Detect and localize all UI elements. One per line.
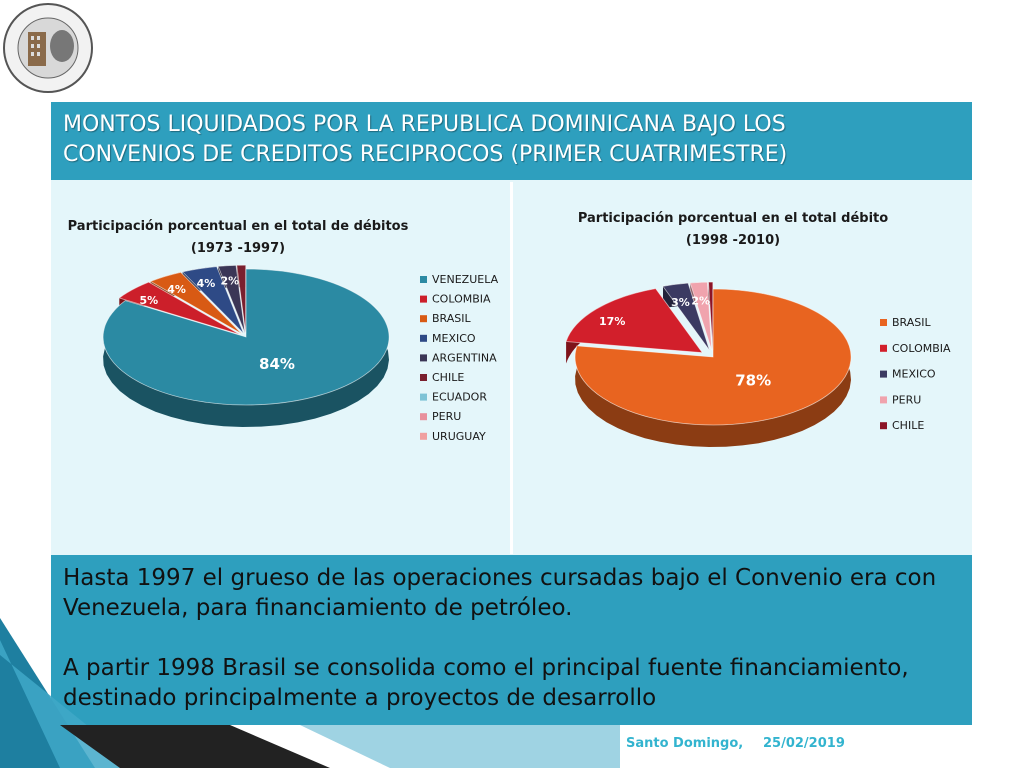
- pie-slices: [102, 264, 390, 427]
- chart-title: Participación porcentual en el total déb…: [578, 211, 888, 226]
- data-label-colombia: 17%: [599, 315, 625, 328]
- chart-title: Participación porcentual en el total de …: [68, 219, 409, 234]
- pie-slice-peru: [689, 281, 713, 351]
- legend-label-chile: CHILE: [432, 371, 464, 384]
- pie-slice-venezuela: [102, 268, 390, 406]
- conclusion-paragraph-1: Hasta 1997 el grueso de las operaciones …: [63, 565, 937, 621]
- data-label-venezuela: 84%: [259, 355, 295, 373]
- central-bank-seal-logo: [3, 3, 93, 93]
- legend-label-brasil: BRASIL: [432, 312, 471, 325]
- chart-divider: [510, 182, 513, 554]
- legend-swatch-peru: [880, 396, 887, 404]
- slide-title-bar: MONTOS LIQUIDADOS POR LA REPUBLICA DOMIN…: [51, 102, 972, 180]
- pie-chart-1998-2010: Participación porcentual en el total déb…: [513, 180, 972, 555]
- legend-swatch-brasil: [880, 319, 887, 326]
- data-label-colombia: 5%: [139, 294, 158, 307]
- pie-chart-right-svg: Participación porcentual en el total déb…: [565, 211, 951, 447]
- legend-label-colombia: COLOMBIA: [432, 293, 491, 306]
- pie-slice-colombia: [118, 281, 241, 335]
- legend-label-ecuador: ECUADOR: [432, 391, 487, 404]
- conclusion-box: Hasta 1997 el grueso de las operaciones …: [51, 555, 972, 725]
- legend-label-mexico: MEXICO: [892, 368, 936, 381]
- legend-swatch-mexico: [420, 334, 427, 342]
- legend-swatch-chile: [420, 374, 427, 381]
- legend-swatch-venezuela: [420, 276, 427, 283]
- legend-label-chile: CHILE: [892, 419, 924, 432]
- chart-subtitle: (1973 -1997): [191, 241, 285, 256]
- pie-slice-chile: [236, 264, 247, 334]
- legend-label-brasil: BRASIL: [892, 316, 931, 329]
- pie-slice-chile: [708, 281, 714, 351]
- conclusion-paragraph-2: A partir 1998 Brasil se consolida como e…: [63, 655, 909, 711]
- legend-swatch-brasil: [420, 315, 427, 323]
- footer-date: 25/02/2019: [763, 736, 845, 751]
- footer-location: Santo Domingo,: [626, 736, 744, 751]
- legend-swatch-ecuador: [420, 393, 427, 401]
- pie-slice-mexico: [662, 282, 710, 351]
- data-label-peru: 2%: [691, 295, 710, 308]
- legend-label-mexico: MEXICO: [432, 332, 476, 345]
- data-label-mexico: 4%: [197, 277, 216, 290]
- pie-chart-left-svg: Participación porcentual en el total de …: [68, 219, 499, 443]
- legend-label-uruguay: URUGUAY: [432, 430, 486, 443]
- legend-label-argentina: ARGENTINA: [432, 351, 497, 364]
- data-label-argentina: 2%: [220, 275, 239, 288]
- pie-slice-brasil: [574, 288, 852, 426]
- pie-slices: [565, 281, 852, 447]
- pie-slice-mexico: [181, 266, 244, 334]
- legend-label-peru: PERU: [432, 410, 461, 423]
- legend-label-venezuela: VENEZUELA: [432, 273, 499, 286]
- data-label-brasil: 78%: [735, 371, 771, 389]
- legend-swatch-argentina: [420, 354, 427, 362]
- legend-swatch-colombia: [420, 295, 427, 303]
- decorative-corner-stripes: [0, 618, 620, 768]
- legend-label-colombia: COLOMBIA: [892, 342, 951, 355]
- pie-slice-brasil: [149, 271, 242, 335]
- pie-chart-1973-1997: Participación porcentual en el total de …: [51, 180, 510, 555]
- chart-subtitle: (1998 -2010): [686, 233, 780, 248]
- pie-slice-colombia: [565, 288, 704, 354]
- legend-swatch-uruguay: [420, 432, 427, 440]
- data-label-brasil: 4%: [167, 283, 186, 296]
- pie-slice-argentina: [217, 264, 246, 334]
- data-label-mexico: 3%: [671, 296, 690, 309]
- legend-swatch-colombia: [880, 344, 887, 352]
- legend-swatch-chile: [880, 422, 887, 430]
- legend-label-peru: PERU: [892, 393, 921, 406]
- legend-swatch-peru: [420, 413, 427, 421]
- legend-swatch-mexico: [880, 370, 887, 378]
- slide-title: MONTOS LIQUIDADOS POR LA REPUBLICA DOMIN…: [63, 112, 788, 167]
